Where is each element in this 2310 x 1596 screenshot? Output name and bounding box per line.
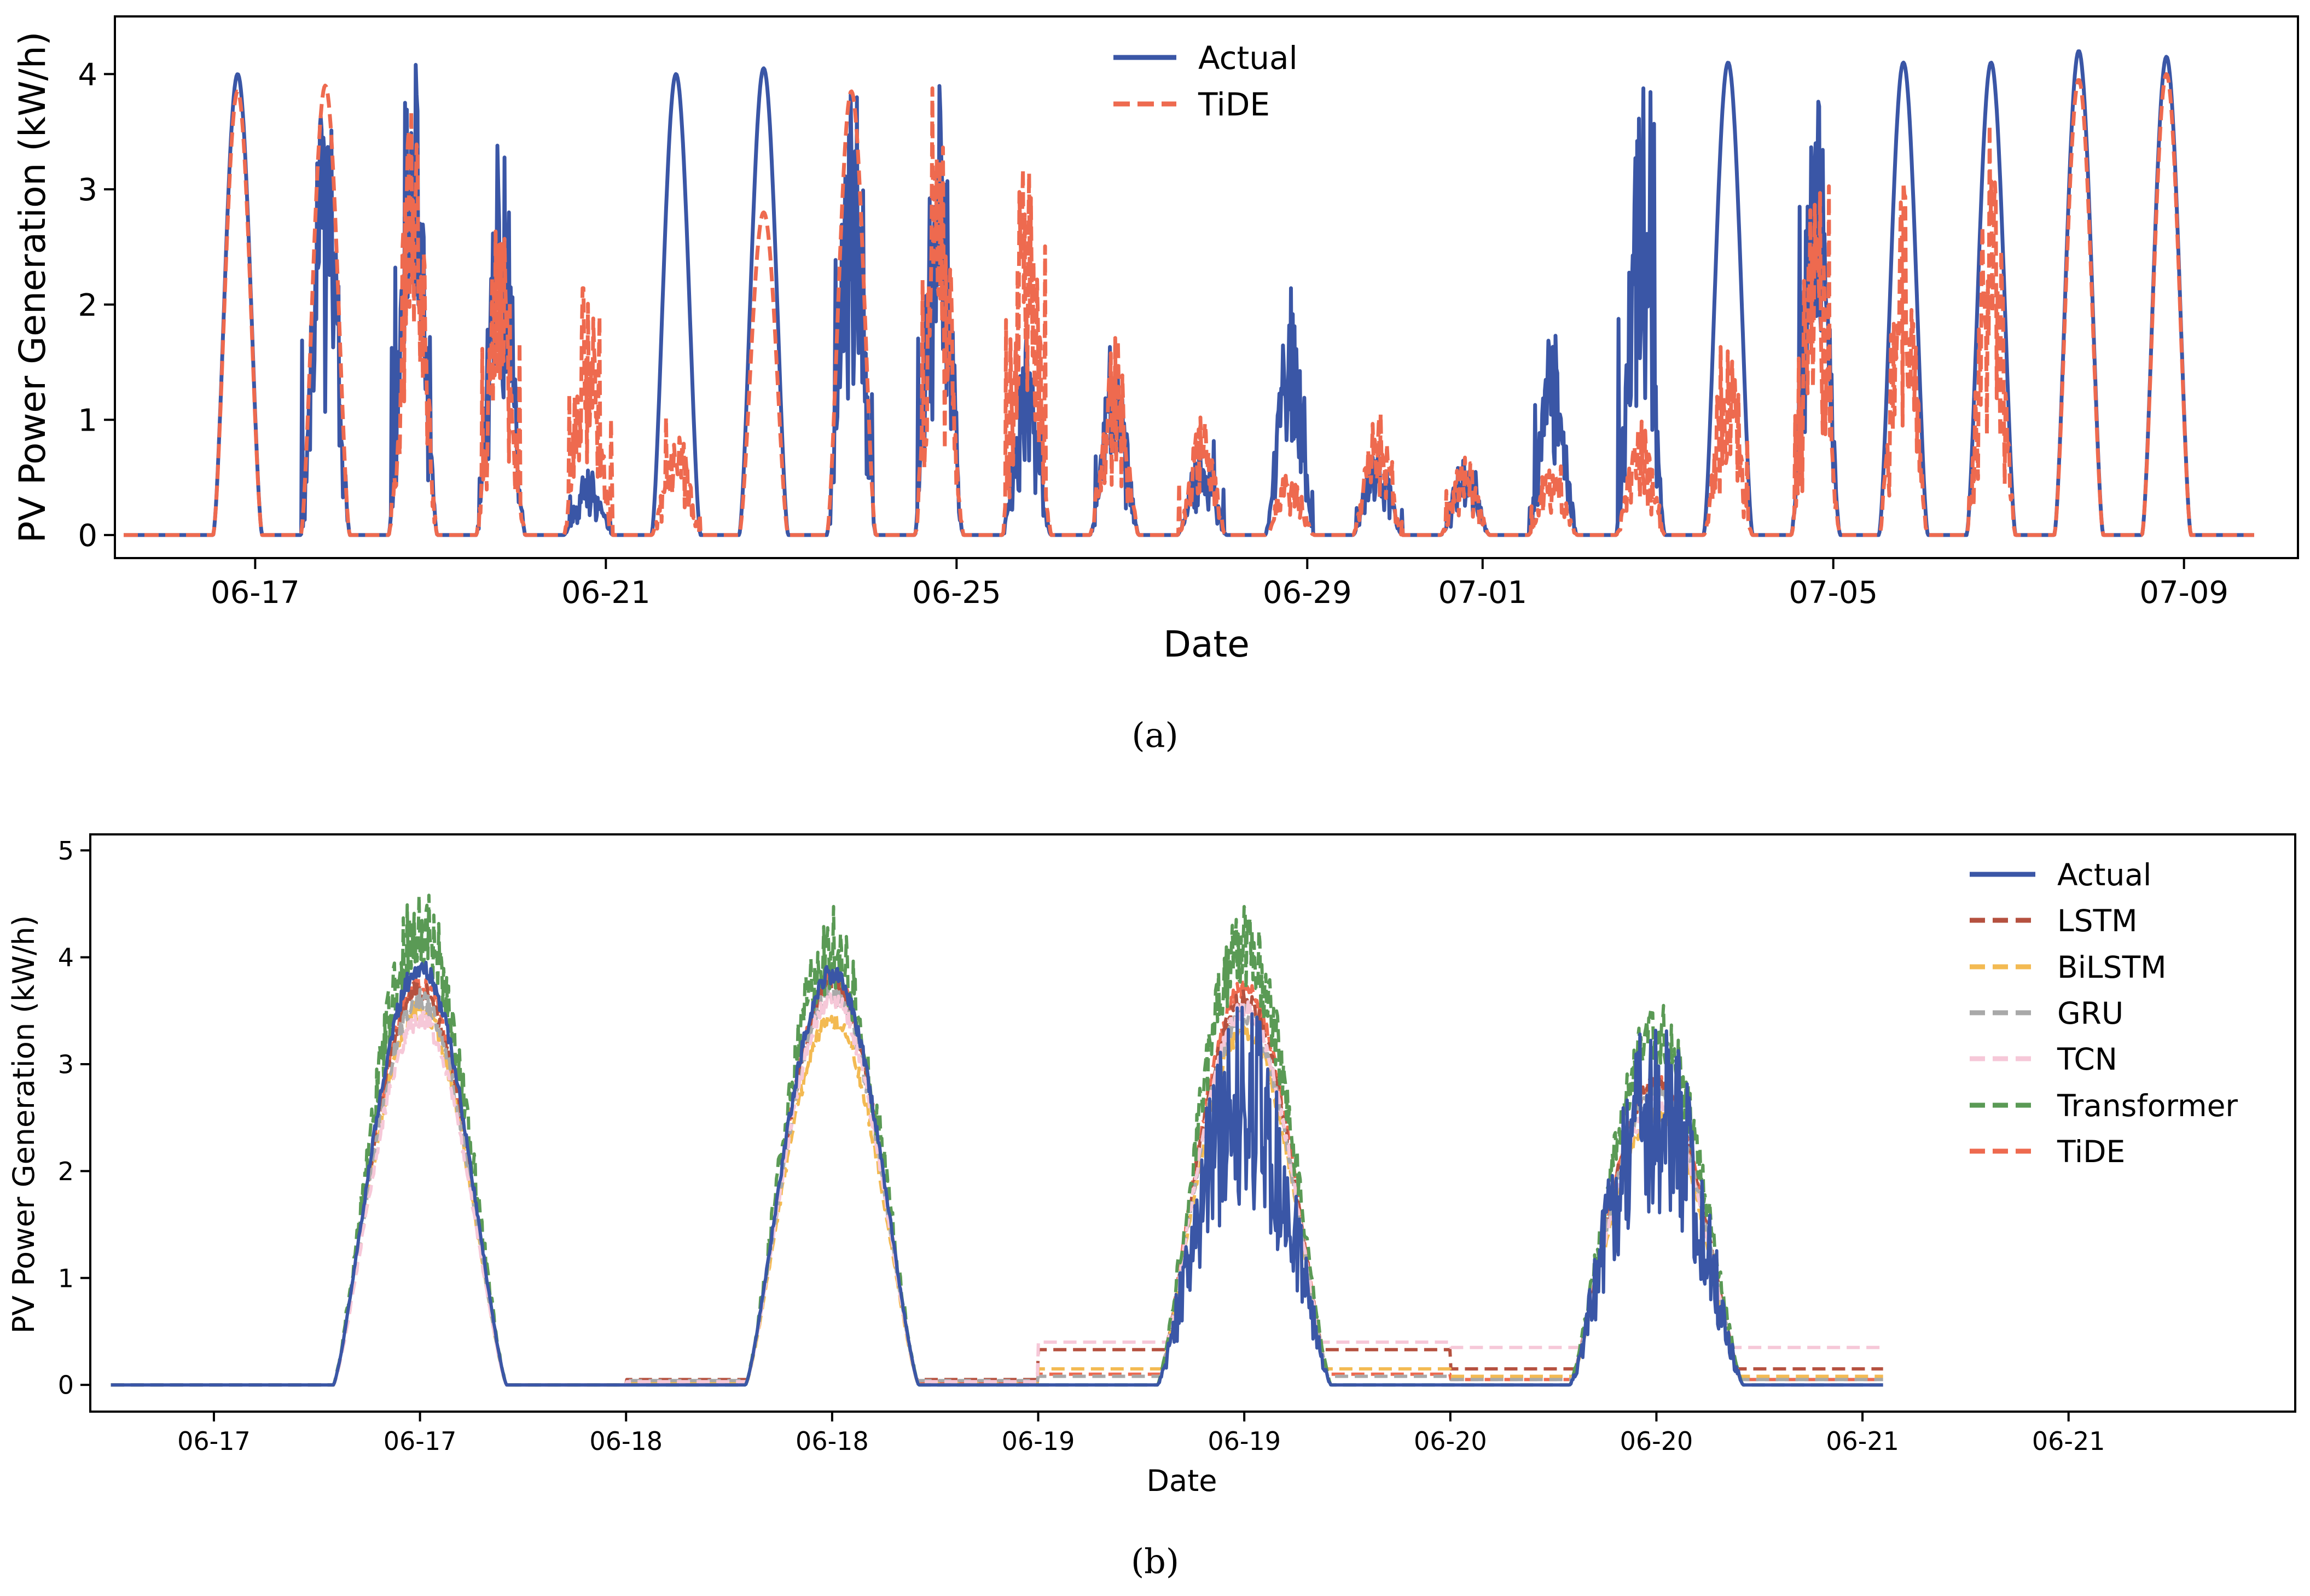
panel-b-caption: (b): [1131, 1541, 1179, 1581]
x-tick-label: 07-01: [1438, 575, 1527, 611]
panel-b-plot-frame: [89, 833, 2296, 1413]
panel-a-y-ticks: 0 1 2 3 4: [78, 57, 115, 554]
legend-label-tide-b: TiDE: [2057, 1134, 2125, 1169]
y-tick-label: 4: [78, 57, 97, 92]
panel-a-x-axis-label: Date: [1163, 623, 1250, 665]
panel-a-legend: Actual TiDE: [1113, 39, 1298, 123]
y-tick-label: 2: [78, 288, 97, 323]
x-tick-label: 06-17: [384, 1426, 457, 1456]
series-line-bilstm: [110, 999, 1884, 1387]
legend-label-tcn: TCN: [2057, 1042, 2117, 1077]
legend-label-actual: Actual: [1198, 39, 1298, 77]
legend-label-transformer: Transformer: [2057, 1088, 2238, 1123]
y-tick-label: 4: [58, 943, 74, 972]
series-line-actual: [123, 49, 2255, 537]
legend-label-actual-b: Actual: [2057, 857, 2151, 892]
panel-a-caption: (a): [1131, 715, 1178, 755]
panel-b-y-axis-label: PV Power Generation (kW/h): [7, 915, 41, 1334]
y-tick-label: 0: [58, 1371, 74, 1400]
series-line-actual: [110, 961, 1884, 1387]
x-tick-label: 06-21: [561, 575, 651, 611]
legend-label-bilstm: BiLSTM: [2057, 950, 2167, 985]
x-tick-label: 06-19: [1208, 1426, 1281, 1456]
panel-a-x-ticks: 06-17 06-21 06-25 06-29 07-01 07-05 07-09: [211, 558, 2228, 611]
x-tick-label: 06-20: [1620, 1426, 1693, 1456]
y-tick-label: 3: [78, 172, 97, 208]
panel-a-plot-frame: [114, 15, 2299, 559]
panel-a-y-axis-label: PV Power Generation (kW/h): [11, 32, 54, 543]
legend-label-lstm: LSTM: [2057, 903, 2138, 938]
legend-label-tide: TiDE: [1198, 86, 1270, 123]
series-line-tide: [123, 72, 2255, 537]
y-tick-label: 2: [58, 1157, 74, 1186]
panel-b-x-ticks: 06-17 06-17 06-18 06-18 06-19 06-19 06-20 06-20…: [177, 1412, 2105, 1456]
y-tick-label: 0: [78, 518, 97, 554]
panel-b-legend: Actual LSTM BiLSTM GRU TCN Transformer T…: [1970, 857, 2238, 1169]
x-tick-label: 06-29: [1263, 575, 1352, 611]
chart-panel-b: 06-17 06-17 06-18 06-18 06-19 06-19 06-20 06-20…: [7, 833, 2296, 1581]
chart-panel-a: 06-17 06-21 06-25 06-29 07-01 07-05 07-09 0 1 2 3…: [11, 15, 2299, 755]
y-tick-label: 5: [58, 836, 74, 866]
x-tick-label: 06-18: [589, 1426, 663, 1456]
panel-b-x-axis-label: Date: [1146, 1464, 1217, 1498]
x-tick-label: 06-21: [2032, 1426, 2105, 1456]
x-tick-label: 06-21: [1826, 1426, 1899, 1456]
legend-label-gru: GRU: [2057, 996, 2123, 1031]
y-tick-label: 1: [78, 403, 97, 438]
panel-b-series-layer: [110, 893, 1884, 1387]
panel-a-series-layer: [123, 49, 2255, 537]
x-tick-label: 06-19: [1002, 1426, 1075, 1456]
x-tick-label: 06-25: [912, 575, 1001, 611]
x-tick-label: 07-09: [2139, 575, 2228, 611]
panel-b-y-ticks: 0 1 2 3 4 5: [58, 836, 90, 1400]
x-tick-label: 07-05: [1789, 575, 1878, 611]
y-tick-label: 1: [58, 1263, 74, 1293]
x-tick-label: 06-20: [1414, 1426, 1487, 1456]
series-line-tcn: [110, 990, 1884, 1387]
x-tick-label: 06-18: [796, 1426, 869, 1456]
x-tick-label: 06-17: [177, 1426, 251, 1456]
y-tick-label: 3: [58, 1050, 74, 1080]
x-tick-label: 06-17: [211, 575, 300, 611]
